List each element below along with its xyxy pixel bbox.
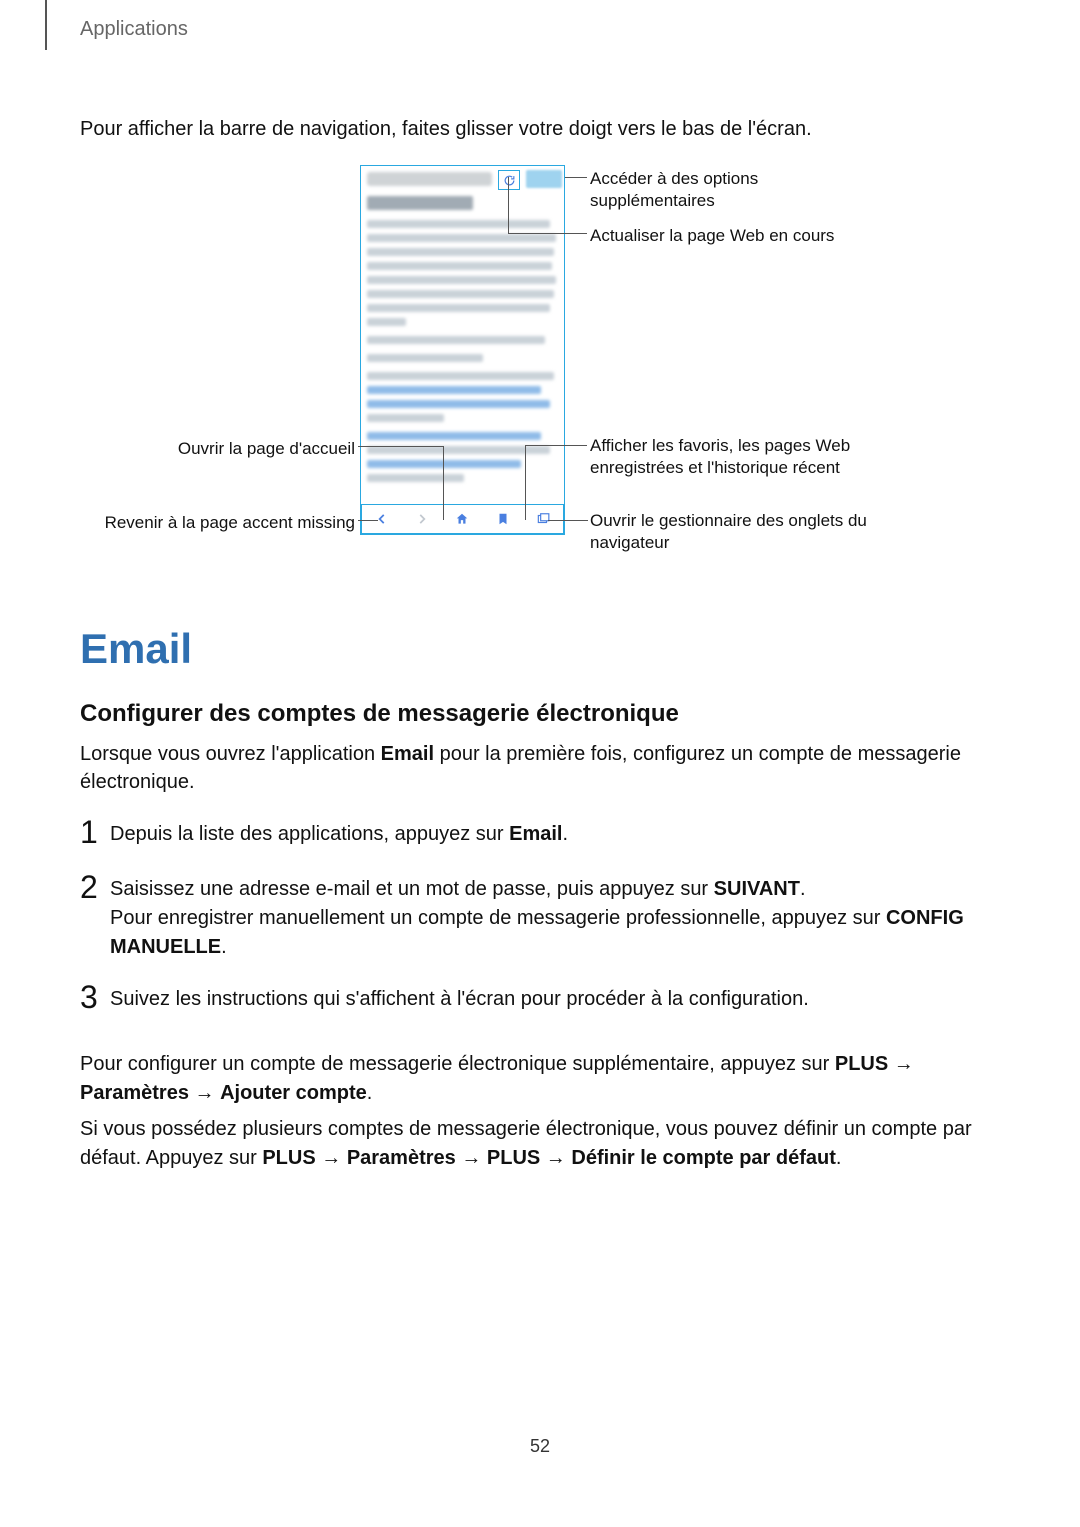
bold: SUIVANT: [714, 878, 800, 900]
bookmark-button[interactable]: [496, 512, 510, 526]
back-button[interactable]: [375, 512, 389, 526]
step-number: 3: [80, 981, 110, 1014]
more-button[interactable]: [526, 170, 562, 188]
intro-text: Pour afficher la barre de navigation, fa…: [80, 118, 812, 141]
bold: PLUS: [835, 1053, 888, 1075]
bold: Email: [381, 743, 434, 765]
email-subheading: Configurer des comptes de messagerie éle…: [80, 700, 679, 728]
default-account-para: Si vous possédez plusieurs comptes de me…: [80, 1115, 1000, 1173]
home-button[interactable]: [455, 512, 469, 526]
manual-page: Applications Pour afficher la barre de n…: [0, 0, 1080, 1527]
text: .: [221, 936, 227, 958]
refresh-icon: [503, 174, 516, 187]
arrow: →: [456, 1147, 487, 1169]
email-heading: Email: [80, 625, 192, 673]
step-2: 2 Saisissez une adresse e-mail et un mot…: [80, 875, 1000, 962]
bold: Paramètres: [347, 1147, 456, 1169]
callout-tabs: Ouvrir le gestionnaire des onglets du na…: [590, 510, 910, 554]
callout-refresh: Actualiser la page Web en cours: [590, 225, 910, 247]
email-intro: Lorsque vous ouvrez l'application Email …: [80, 740, 1000, 796]
step-text: Saisissez une adresse e-mail et un mot d…: [110, 875, 1000, 962]
line: [525, 445, 565, 446]
text: .: [800, 878, 806, 900]
nav-bar: [361, 504, 564, 534]
bold: Ajouter compte: [220, 1082, 367, 1104]
bold: Email: [509, 823, 562, 845]
callout-options: Accéder à des options supplémentaires: [590, 168, 870, 212]
step-text: Suivez les instructions qui s'affichent …: [110, 985, 809, 1014]
refresh-button[interactable]: [498, 170, 520, 190]
tabs-icon: [536, 512, 550, 526]
text: Saisissez une adresse e-mail et un mot d…: [110, 878, 714, 900]
line: [508, 177, 509, 233]
callout-bookmarks: Afficher les favoris, les pages Web enre…: [590, 435, 910, 479]
line: [443, 446, 444, 520]
line: [548, 520, 588, 521]
text: .: [367, 1082, 373, 1104]
step-number: 1: [80, 816, 110, 849]
url-blur: [367, 172, 492, 186]
step-3: 3 Suivez les instructions qui s'affichen…: [80, 985, 1000, 1014]
additional-account-para: Pour configurer un compte de messagerie …: [80, 1050, 1000, 1108]
arrow: →: [888, 1053, 914, 1075]
arrow: →: [189, 1082, 220, 1104]
arrow: →: [316, 1147, 347, 1169]
text: Pour configurer un compte de messagerie …: [80, 1053, 835, 1075]
page-number: 52: [0, 1436, 1080, 1457]
callout-back: Revenir à la page accent missing: [100, 512, 355, 534]
chevron-left-icon: [375, 512, 389, 526]
address-bar: [365, 170, 562, 190]
step-number: 2: [80, 871, 110, 962]
line: [565, 233, 587, 234]
bold: Paramètres: [80, 1082, 189, 1104]
chevron-right-icon: [415, 512, 429, 526]
line: [565, 177, 587, 178]
line: [358, 520, 378, 521]
bold: Définir le compte par défaut: [571, 1147, 836, 1169]
text: Depuis la liste des applications, appuye…: [110, 823, 509, 845]
bold: PLUS: [262, 1147, 315, 1169]
step-text: Depuis la liste des applications, appuye…: [110, 820, 568, 849]
step-1: 1 Depuis la liste des applications, appu…: [80, 820, 1000, 849]
text: .: [562, 823, 568, 845]
tabs-button[interactable]: [536, 512, 550, 526]
bold: PLUS: [487, 1147, 540, 1169]
arrow: →: [540, 1147, 571, 1169]
text: Lorsque vous ouvrez l'application: [80, 743, 381, 765]
forward-button[interactable]: [415, 512, 429, 526]
line: [508, 233, 566, 234]
line: [525, 445, 526, 520]
line: [565, 445, 587, 446]
section-header: Applications: [80, 18, 188, 41]
header-rule: [45, 0, 47, 50]
line: [358, 446, 443, 447]
browser-diagram: Accéder à des options supplémentaires Ac…: [100, 160, 980, 570]
text: .: [836, 1147, 842, 1169]
callout-home: Ouvrir la page d'accueil: [100, 438, 355, 460]
text: Pour enregistrer manuellement un compte …: [110, 907, 886, 929]
phone-mock: [360, 165, 565, 535]
home-icon: [455, 512, 469, 526]
bookmark-icon: [496, 512, 510, 526]
